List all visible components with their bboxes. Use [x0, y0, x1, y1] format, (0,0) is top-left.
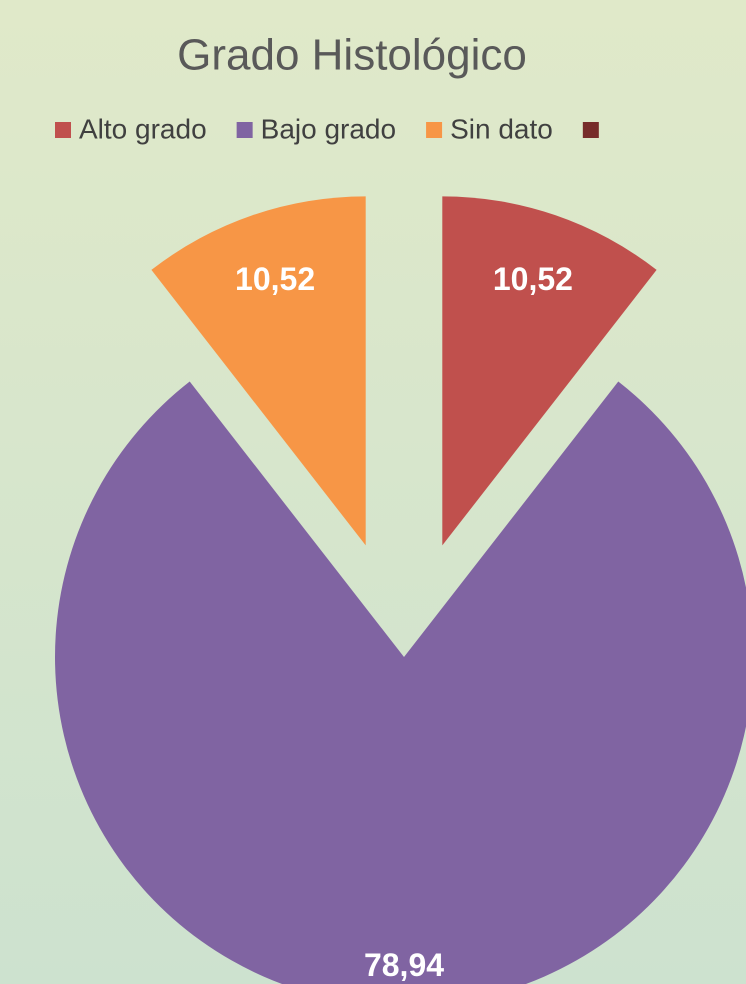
- data-label: 10,52: [493, 261, 573, 297]
- legend-swatch: [582, 122, 599, 138]
- pie-slice: [55, 381, 746, 984]
- pie-slice: [151, 196, 366, 546]
- legend-swatch: [236, 122, 253, 138]
- data-label: 78,94: [364, 947, 444, 983]
- legend-label: Alto grado: [79, 113, 207, 144]
- legend-label: Sin dato: [450, 113, 553, 144]
- chart-title: Grado Histológico: [177, 31, 527, 80]
- legend-swatch: [426, 122, 443, 138]
- data-label: 10,52: [235, 261, 315, 297]
- legend-label: Bajo grado: [261, 113, 396, 144]
- legend-swatch: [55, 122, 71, 138]
- pie-slice: [442, 196, 657, 546]
